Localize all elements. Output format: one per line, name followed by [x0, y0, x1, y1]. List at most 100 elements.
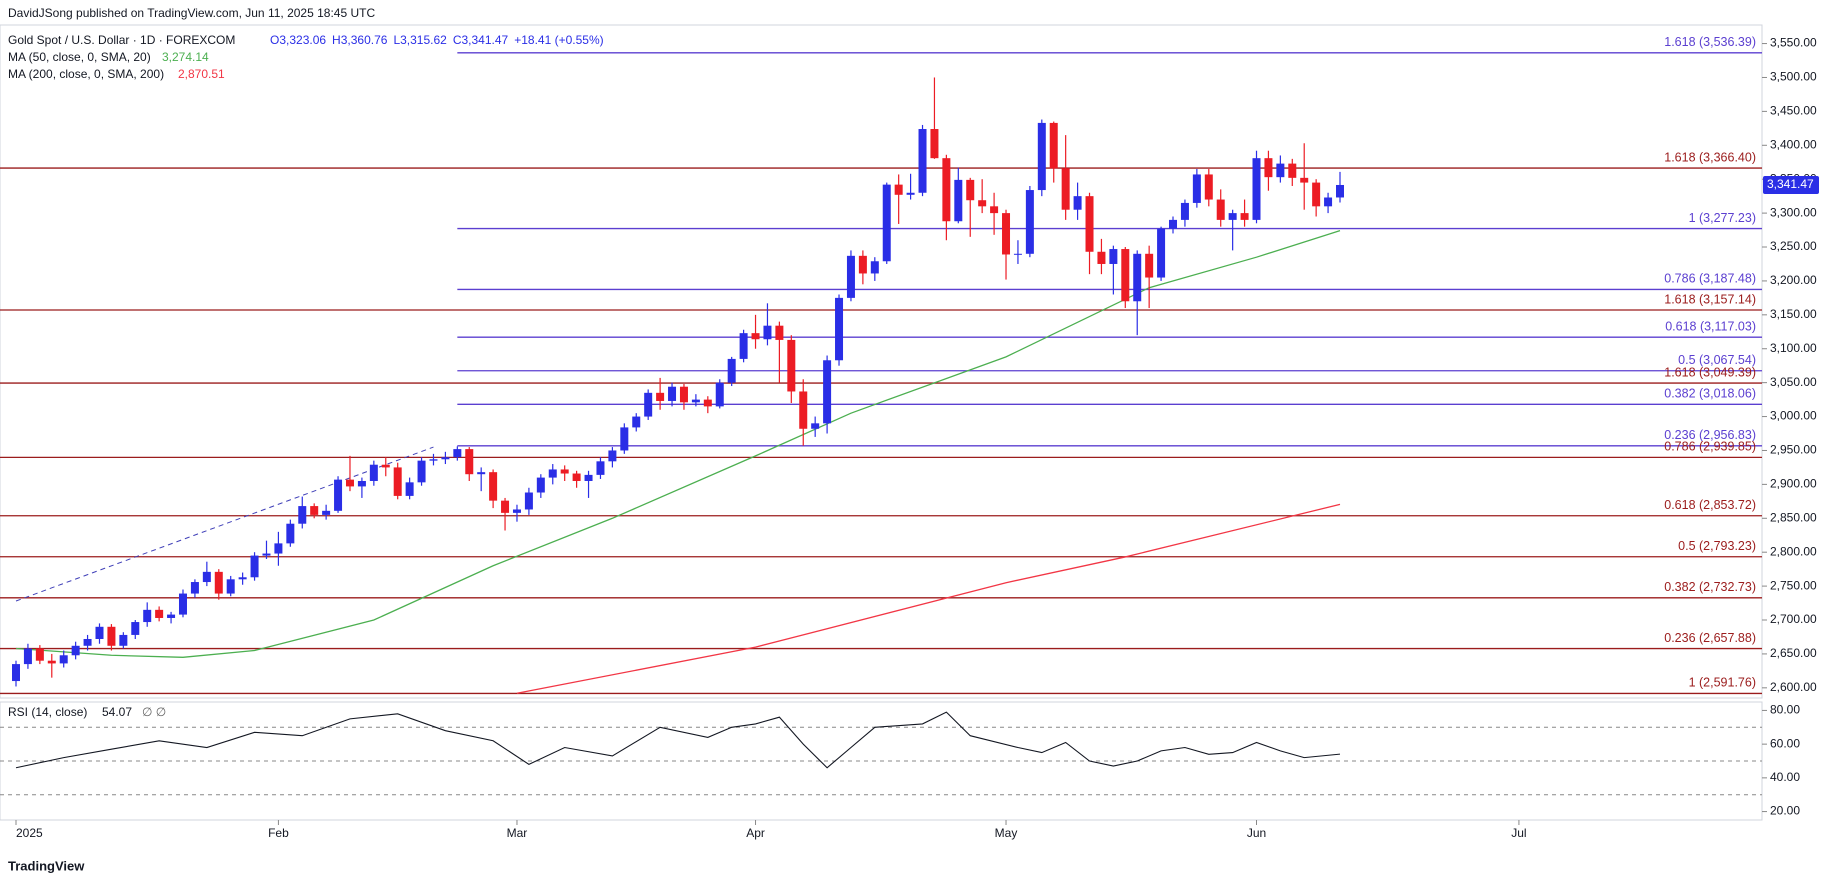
y-tick-label: 2,900.00: [1770, 477, 1817, 491]
candle-body: [1180, 202, 1189, 220]
candle-body: [12, 664, 20, 682]
level-label: 0.786 (3,187.48): [1664, 272, 1756, 286]
candle-body: [417, 460, 426, 483]
candle-body: [1085, 196, 1094, 252]
level-label: 0.382 (3,018.06): [1664, 387, 1756, 401]
candle-body: [202, 571, 211, 583]
candle-body: [1013, 253, 1022, 255]
level-label: 0.618 (3,117.03): [1665, 319, 1756, 333]
candle-body: [703, 399, 712, 407]
x-tick-label: Jul: [1511, 826, 1526, 840]
candle-body: [345, 479, 354, 487]
candle-body: [679, 386, 688, 403]
candle-body: [501, 500, 510, 513]
candle-body: [214, 571, 223, 594]
candle-body: [870, 261, 879, 274]
ohlc-value: O3,323.06: [270, 33, 326, 47]
candle-body: [238, 577, 247, 580]
candle-body: [1145, 253, 1154, 278]
candle-body: [441, 457, 450, 460]
candle-body: [1336, 184, 1344, 198]
y-tick-label: 2,850.00: [1770, 510, 1817, 524]
trendline: [15, 446, 434, 602]
candle-body: [656, 392, 665, 401]
candle-body: [1204, 174, 1213, 200]
candle-body: [548, 469, 557, 478]
y-tick-label: 2,700.00: [1770, 612, 1817, 626]
candle-body: [763, 325, 772, 340]
x-tick-label: 2025: [16, 826, 43, 840]
candle-body: [1002, 213, 1011, 255]
candle-body: [1049, 122, 1058, 169]
y-tick-label: 2,800.00: [1770, 544, 1817, 558]
candle-body: [739, 333, 748, 359]
moving-average: [516, 503, 1341, 694]
candle-body: [1109, 249, 1118, 264]
price-pane: [0, 24, 1763, 699]
candle-body: [262, 553, 271, 556]
candle-body: [465, 449, 474, 475]
candle-body: [1025, 190, 1034, 254]
candle-body: [644, 392, 653, 417]
ohlc-value: +18.41 (+0.55%): [514, 33, 603, 47]
candle-body: [226, 579, 235, 594]
candle-body: [143, 609, 152, 623]
x-tick-label: Mar: [507, 826, 528, 840]
symbol: Gold Spot / U.S. Dollar · 1D · FOREXCOM: [8, 33, 235, 47]
rsi-tick-label: 40.00: [1770, 770, 1800, 784]
level-label: 0.5 (3,067.54): [1678, 353, 1756, 367]
x-tick-label: Apr: [746, 826, 765, 840]
candle-body: [894, 184, 903, 195]
y-tick-label: 3,250.00: [1770, 239, 1817, 253]
footer: TradingView: [8, 858, 85, 873]
candle-body: [596, 461, 605, 475]
candle-body: [572, 473, 581, 481]
candle-body: [1216, 199, 1225, 220]
level-label: 1.618 (3,049.39): [1664, 365, 1756, 379]
candle-body: [274, 543, 283, 554]
candle-body: [1276, 163, 1285, 178]
candle-body: [560, 469, 569, 474]
candle-body: [1240, 213, 1249, 220]
level-label: 1.618 (3,536.39): [1664, 35, 1756, 49]
candle-body: [47, 660, 56, 664]
candle-body: [489, 472, 498, 501]
candle-body: [524, 492, 533, 510]
candle-body: [858, 255, 867, 274]
candle-body: [429, 459, 438, 461]
candle-body: [178, 593, 187, 615]
rsi-tick-label: 80.00: [1770, 703, 1800, 717]
candle-body: [942, 158, 951, 222]
candle-body: [966, 179, 975, 201]
candle-body: [787, 339, 796, 392]
candle-body: [1228, 213, 1237, 220]
level-label: 1.618 (3,366.40): [1664, 150, 1756, 164]
x-tick-label: May: [995, 826, 1018, 840]
level-label: 1.618 (3,157.14): [1664, 292, 1756, 306]
candle-body: [405, 482, 414, 496]
y-tick-label: 2,950.00: [1770, 443, 1817, 457]
candle-body: [1157, 228, 1166, 278]
candle-body: [167, 614, 176, 618]
rsi-extra: ∅ ∅: [142, 705, 166, 719]
ohlc-value: C3,341.47: [453, 33, 509, 47]
level-label: 0.382 (2,732.73): [1664, 580, 1756, 594]
candle-body: [715, 382, 724, 407]
candle-body: [369, 464, 378, 481]
rsi-value: 54.07: [102, 705, 132, 719]
candle-body: [835, 297, 844, 361]
candle-body: [83, 638, 92, 646]
candle-body: [811, 423, 820, 429]
ma-legend: MA (50, close, 0, SMA, 20): [8, 50, 151, 64]
ohlc-value: L3,315.62: [393, 33, 447, 47]
y-tick-label: 3,100.00: [1770, 341, 1817, 355]
level-label: 1 (2,591.76): [1689, 676, 1756, 690]
candle-body: [1097, 251, 1106, 264]
candle-body: [35, 648, 44, 661]
candle-body: [608, 450, 617, 462]
candle-body: [322, 510, 331, 515]
candle-body: [536, 477, 545, 493]
candle-body: [250, 555, 259, 578]
candle-body: [620, 427, 629, 451]
